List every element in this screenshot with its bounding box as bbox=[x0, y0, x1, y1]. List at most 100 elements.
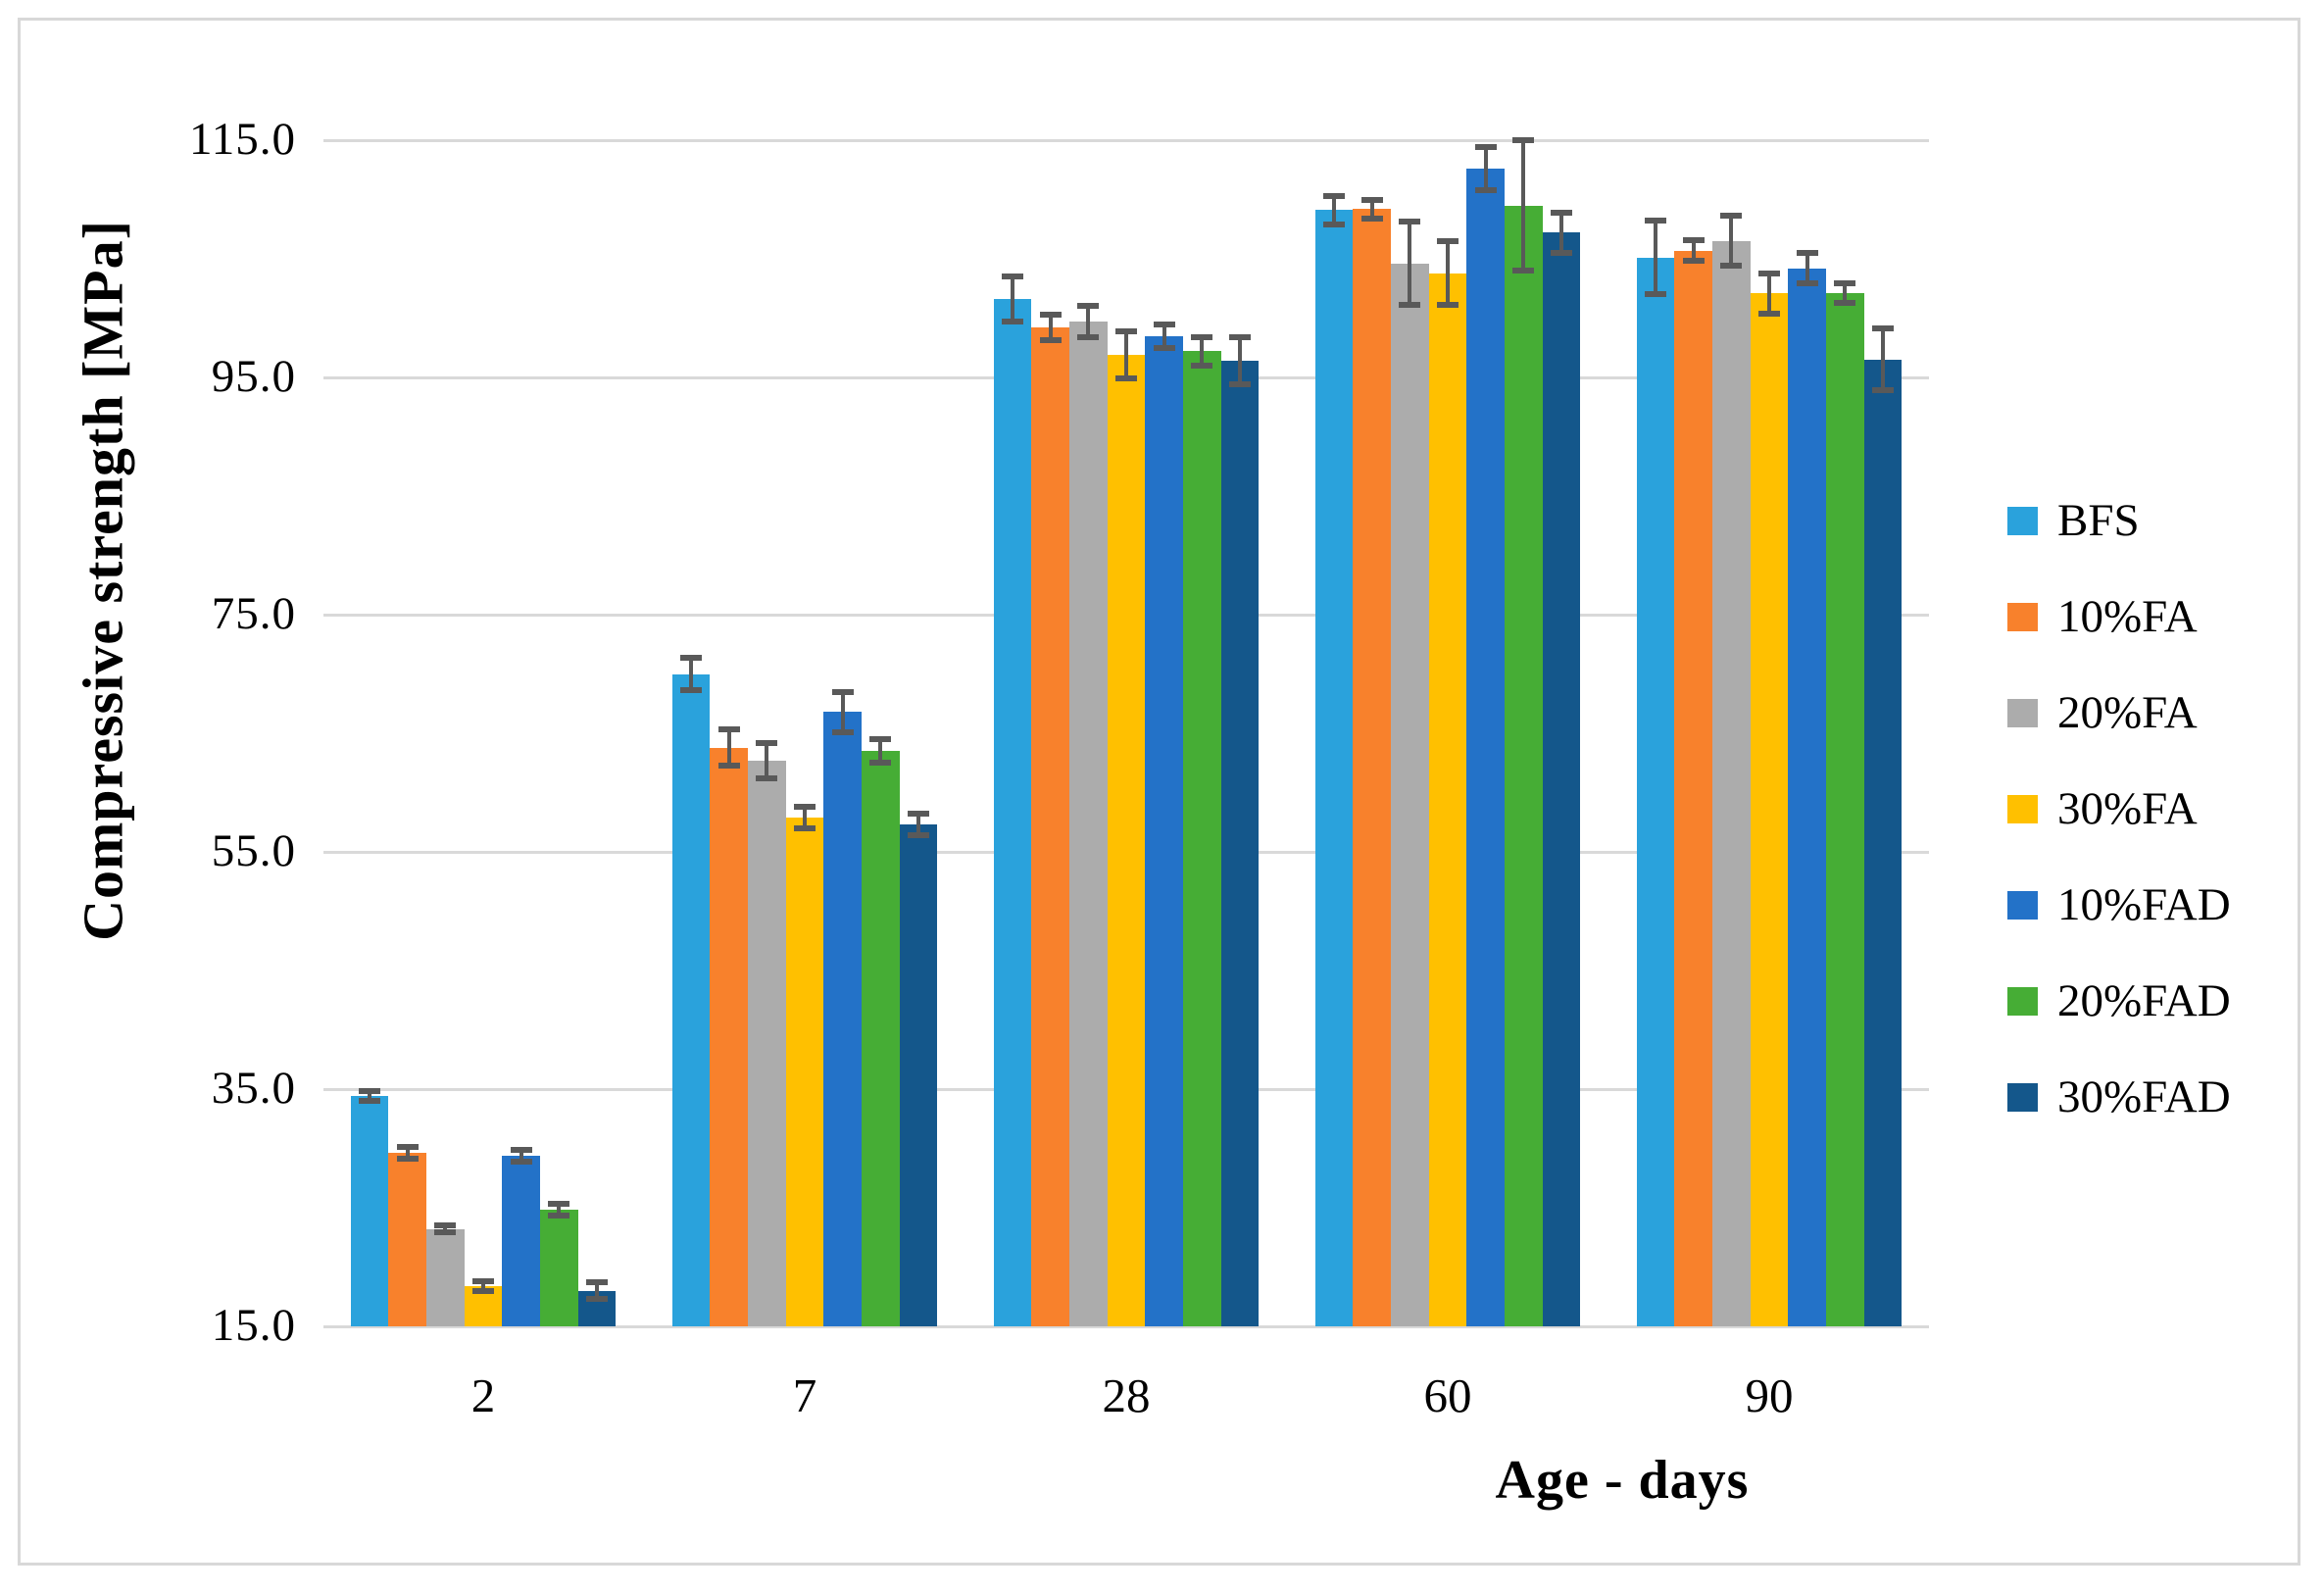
error-bar-whisker bbox=[1843, 283, 1848, 303]
bar-20%FA-age2 bbox=[425, 1228, 465, 1326]
error-bar-cap bbox=[1114, 375, 1137, 382]
legend-item-20%FA: 20%FA bbox=[2007, 687, 2198, 738]
y-tick-label: 95.0 bbox=[211, 351, 296, 402]
error-bar-cap bbox=[1834, 280, 1856, 287]
error-bar-cap bbox=[548, 1213, 570, 1219]
error-bar-cap bbox=[1039, 311, 1062, 318]
error-bar-cap bbox=[358, 1088, 380, 1095]
error-bar-whisker bbox=[1238, 336, 1243, 385]
error-bar-whisker bbox=[1048, 314, 1053, 341]
error-bar-whisker bbox=[1369, 199, 1374, 219]
legend-item-30%FAD: 30%FAD bbox=[2007, 1071, 2231, 1122]
error-bar-cap bbox=[1551, 209, 1573, 216]
error-bar-cap bbox=[831, 688, 854, 695]
error-bar-cap bbox=[1551, 249, 1573, 256]
error-bar-cap bbox=[586, 1279, 609, 1286]
error-bar-whisker bbox=[1691, 239, 1696, 262]
error-bar-cap bbox=[717, 726, 740, 733]
error-bar-whisker bbox=[595, 1282, 600, 1300]
legend-item-30%FA: 30%FA bbox=[2007, 783, 2198, 834]
bar-10%FAD-age2 bbox=[502, 1155, 541, 1326]
error-bar-cap bbox=[1512, 268, 1535, 274]
error-bar-cap bbox=[1001, 319, 1023, 325]
bar-30%FAD-age60 bbox=[1542, 232, 1581, 1326]
legend-swatch bbox=[2007, 506, 2038, 535]
error-bar-whisker bbox=[802, 807, 807, 828]
error-bar-cap bbox=[793, 824, 816, 831]
error-bar-cap bbox=[1191, 333, 1213, 340]
error-bar-cap bbox=[510, 1158, 532, 1165]
bar-BFS-age60 bbox=[1314, 210, 1354, 1326]
legend-swatch bbox=[2007, 986, 2038, 1016]
bar-BFS-age28 bbox=[993, 299, 1032, 1326]
legend-item-10%FA: 10%FA bbox=[2007, 591, 2198, 642]
grid-line bbox=[323, 138, 1929, 142]
bar-20%FA-age90 bbox=[1711, 240, 1751, 1326]
error-bar-cap bbox=[548, 1201, 570, 1208]
error-bar-cap bbox=[1474, 144, 1497, 151]
error-bar-cap bbox=[831, 728, 854, 735]
error-bar-whisker bbox=[1521, 140, 1526, 272]
bar-20%FAD-age2 bbox=[540, 1210, 578, 1326]
legend-swatch bbox=[2007, 794, 2038, 823]
bar-10%FAD-age7 bbox=[823, 712, 863, 1326]
error-bar-whisker bbox=[726, 729, 731, 766]
error-bar-cap bbox=[1114, 327, 1137, 334]
error-bar-cap bbox=[756, 739, 778, 746]
error-bar-whisker bbox=[840, 691, 845, 732]
bar-BFS-age2 bbox=[350, 1096, 389, 1326]
error-bar-whisker bbox=[405, 1147, 410, 1160]
error-bar-cap bbox=[1796, 280, 1818, 287]
bar-10%FAD-age60 bbox=[1466, 169, 1506, 1326]
legend-swatch bbox=[2007, 890, 2038, 920]
error-bar-cap bbox=[1757, 310, 1780, 317]
bar-20%FAD-age28 bbox=[1183, 351, 1221, 1326]
error-bar-cap bbox=[1872, 325, 1895, 332]
error-bar-whisker bbox=[1010, 276, 1014, 323]
bar-30%FAD-age90 bbox=[1863, 359, 1903, 1326]
legend-label: 20%FAD bbox=[2057, 975, 2231, 1026]
error-bar-whisker bbox=[916, 814, 921, 836]
error-bar-cap bbox=[793, 804, 816, 811]
bar-10%FA-age28 bbox=[1031, 327, 1069, 1326]
x-tick-label: 60 bbox=[1423, 1368, 1472, 1422]
error-bar-cap bbox=[1077, 333, 1100, 340]
bar-10%FAD-age90 bbox=[1788, 268, 1827, 1326]
error-bar-cap bbox=[717, 762, 740, 769]
error-bar-cap bbox=[679, 687, 702, 694]
error-bar-cap bbox=[679, 654, 702, 661]
error-bar-whisker bbox=[1200, 336, 1205, 366]
x-tick-label: 2 bbox=[470, 1368, 496, 1422]
error-bar-cap bbox=[1720, 213, 1743, 220]
error-bar-cap bbox=[1153, 344, 1175, 351]
error-bar-whisker bbox=[1766, 273, 1771, 314]
error-bar-cap bbox=[1474, 186, 1497, 193]
bar-30%FAD-age28 bbox=[1220, 361, 1260, 1326]
error-bar-cap bbox=[908, 832, 930, 839]
x-tick-label: 7 bbox=[792, 1368, 817, 1422]
bar-BFS-age90 bbox=[1636, 257, 1675, 1326]
x-tick-label: 28 bbox=[1102, 1368, 1151, 1422]
error-bar-cap bbox=[1436, 302, 1459, 309]
bar-30%FA-age60 bbox=[1428, 273, 1467, 1326]
x-axis-title: Age - days bbox=[1495, 1450, 1750, 1511]
error-bar-cap bbox=[1834, 299, 1856, 306]
bar-20%FA-age60 bbox=[1390, 263, 1429, 1326]
bar-20%FAD-age60 bbox=[1505, 205, 1543, 1326]
error-bar-whisker bbox=[1123, 330, 1128, 379]
bar-10%FAD-age28 bbox=[1145, 335, 1184, 1326]
legend-item-20%FAD: 20%FAD bbox=[2007, 975, 2231, 1026]
bar-30%FA-age7 bbox=[785, 817, 824, 1326]
legend-label: 30%FAD bbox=[2057, 1071, 2231, 1122]
error-bar-whisker bbox=[1445, 240, 1450, 306]
error-bar-cap bbox=[908, 811, 930, 818]
bar-20%FA-age28 bbox=[1068, 322, 1108, 1326]
legend-swatch bbox=[2007, 1082, 2038, 1112]
error-bar-cap bbox=[1322, 221, 1345, 227]
error-bar-whisker bbox=[1653, 221, 1657, 295]
error-bar-cap bbox=[396, 1144, 419, 1151]
error-bar-whisker bbox=[1331, 195, 1336, 224]
error-bar-cap bbox=[471, 1278, 494, 1285]
y-tick-label: 55.0 bbox=[211, 825, 296, 876]
error-bar-whisker bbox=[443, 1225, 448, 1233]
